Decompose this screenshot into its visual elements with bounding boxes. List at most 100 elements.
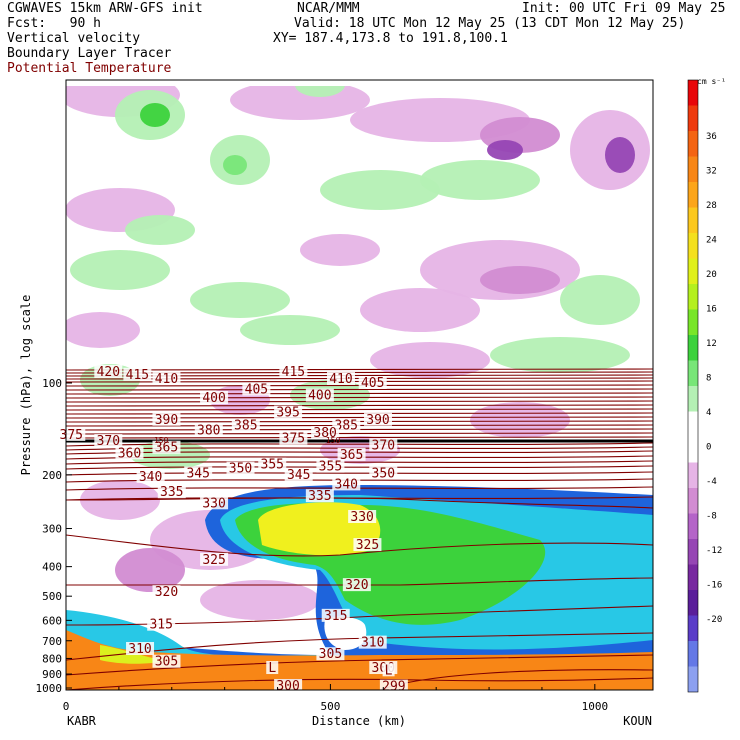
contour-label-bg [152, 371, 181, 385]
colorbar-swatch [688, 590, 698, 616]
contour-label-bg [274, 678, 303, 692]
theta-contour [66, 384, 653, 387]
tropopause-label: 150 [154, 436, 169, 445]
theta-contour [66, 392, 653, 395]
contour-label: 330 [202, 496, 225, 511]
field-boundary-layer-tracer: Boundary Layer Tracer [7, 46, 172, 61]
contour-label-bg [184, 466, 213, 480]
x-axis-label: Distance (km) [312, 714, 406, 728]
tropopause-label: 150 [326, 436, 341, 445]
contour-label-bg [279, 364, 308, 378]
contour-label: 405 [361, 376, 384, 391]
colorbar-swatch [688, 258, 698, 284]
x-tick-label: 500 [320, 700, 340, 713]
colorbar-swatch [688, 233, 698, 259]
theta-contour [66, 404, 653, 407]
colorbar-swatch [688, 513, 698, 539]
producer-label: NCAR/MMM [297, 1, 360, 16]
colorbar-swatch [688, 284, 698, 310]
colorbar-swatch [688, 80, 698, 106]
contour-label-bg [200, 552, 229, 566]
contour-label-bg [194, 423, 223, 437]
contour-label: 330 [350, 510, 373, 525]
contour-label-bg [332, 418, 361, 432]
colorbar-label: 32 [706, 167, 717, 177]
colorbar-swatch [688, 641, 698, 667]
theta-contour [66, 416, 653, 419]
velocity-cell [490, 337, 630, 373]
colorbar-swatch [688, 615, 698, 641]
contour-label-bg [200, 496, 229, 510]
velocity-cell [223, 155, 247, 175]
contour-label-bg [136, 469, 165, 483]
contour-label-bg [364, 412, 393, 426]
contour-label-bg [358, 376, 387, 389]
contour-label: 390 [155, 413, 178, 428]
colorbar-swatch [688, 182, 698, 208]
contour-label-bg [305, 489, 334, 503]
colorbar-swatch [688, 131, 698, 157]
contour-label-bg [369, 438, 398, 452]
contour-label: L [268, 661, 276, 676]
contour-label-bg [115, 446, 144, 460]
velocity-cell [487, 140, 523, 160]
contour-label-bg [382, 663, 395, 677]
y-tick-label: 300 [42, 523, 62, 536]
contour-label: 410 [155, 372, 178, 387]
contour-label-bg [157, 485, 186, 499]
contour-label: 350 [372, 466, 395, 481]
contour-label: 365 [155, 441, 178, 456]
contour-label-bg [231, 418, 260, 432]
contour-label: 395 [276, 406, 299, 421]
velocity-cell [360, 288, 480, 332]
contour-label: 400 [202, 391, 225, 406]
theta-contour [66, 436, 653, 439]
colorbar-swatch [688, 539, 698, 565]
contour-label-bg [242, 382, 271, 396]
plot-frame [65, 79, 654, 691]
contour-label: 380 [313, 426, 336, 441]
contour-label: L [385, 663, 393, 678]
contour-label: 340 [139, 470, 162, 485]
contour-label: 355 [319, 460, 342, 475]
theta-contour [66, 408, 653, 411]
y-tick-label: 200 [42, 469, 62, 482]
contour-label: 350 [229, 462, 252, 477]
theta-contour [66, 654, 653, 676]
velocity-cell [240, 315, 340, 345]
contour-label: 405 [245, 382, 268, 397]
x-endpoint-right: KOUN [623, 714, 652, 728]
velocity-cell [605, 137, 635, 173]
colorbar-swatch [688, 386, 698, 412]
y-tick-label: 500 [42, 590, 62, 603]
theta-contour [66, 432, 653, 435]
contour-label: 320 [345, 578, 368, 593]
contour-label: 305 [319, 647, 342, 662]
contour-label-bg [311, 426, 340, 440]
contour-label-bg [152, 585, 181, 599]
contour-label-bg [152, 412, 181, 426]
contour-label-bg [226, 461, 255, 475]
contour-label-bg [94, 434, 123, 448]
colorbar: 36 32 28 24 20 16 12 8 4 0 -4 -8 -12 -16 -20 [687, 79, 722, 693]
colorbar-swatch [688, 488, 698, 514]
colorbar-swatch [688, 360, 698, 386]
colorbar-label: -8 [706, 512, 717, 522]
contour-label-bg [316, 647, 345, 661]
valid-time: Valid: 18 UTC Mon 12 May 25 (13 CDT Mon … [294, 16, 686, 31]
contour-label: 415 [126, 368, 149, 383]
contour-label: 325 [356, 538, 379, 553]
contour-label-bg [342, 578, 371, 592]
y-tick-label: 400 [42, 561, 62, 574]
theta-contour [66, 412, 653, 415]
forecast-hour: Fcst: 90 h [7, 16, 101, 31]
colorbar-label: -12 [706, 546, 722, 556]
theta-contour [66, 465, 653, 470]
contour-label-bg [284, 467, 313, 481]
vertical-velocity-field [66, 80, 653, 690]
contour-label: 315 [324, 609, 347, 624]
contour-label: 310 [361, 636, 384, 651]
contour-label-bg [258, 457, 287, 471]
velocity-cell [200, 580, 320, 620]
